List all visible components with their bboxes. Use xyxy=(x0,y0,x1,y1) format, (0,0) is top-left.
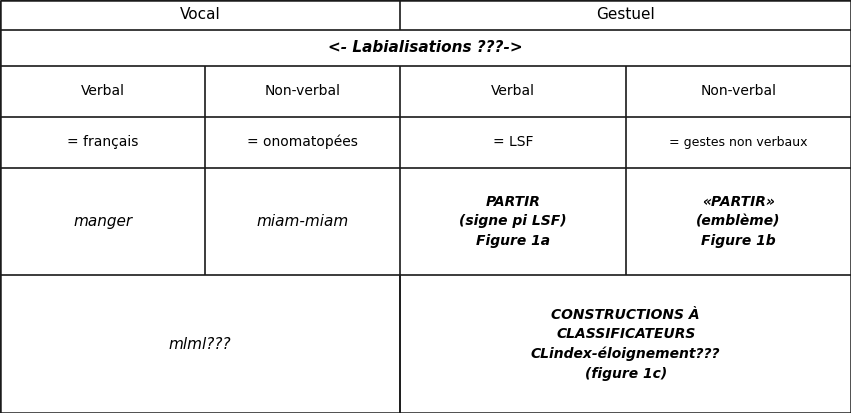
Text: = gestes non verbaux: = gestes non verbaux xyxy=(669,135,808,149)
Text: mlml???: mlml??? xyxy=(169,337,231,352)
Text: Verbal: Verbal xyxy=(491,84,535,98)
Text: Gestuel: Gestuel xyxy=(597,7,655,22)
Text: Non-verbal: Non-verbal xyxy=(265,84,341,98)
Text: Non-verbal: Non-verbal xyxy=(700,84,776,98)
Text: PARTIR
(signe pi LSF)
Figure 1a: PARTIR (signe pi LSF) Figure 1a xyxy=(460,195,567,248)
Text: «PARTIR»
(emblème)
Figure 1b: «PARTIR» (emblème) Figure 1b xyxy=(696,195,780,248)
Text: <- Labialisations ???->: <- Labialisations ???-> xyxy=(328,40,523,55)
Text: Vocal: Vocal xyxy=(180,7,220,22)
Text: CONSTRUCTIONS À
CLASSIFICATEURS
CLindex-éloignement???
(figure 1c): CONSTRUCTIONS À CLASSIFICATEURS CLindex-… xyxy=(531,308,721,381)
Text: = LSF: = LSF xyxy=(493,135,534,149)
Text: = onomatopées: = onomatopées xyxy=(248,135,358,150)
Text: = français: = français xyxy=(67,135,139,149)
Text: manger: manger xyxy=(73,214,132,229)
Text: Verbal: Verbal xyxy=(81,84,124,98)
Text: miam-miam: miam-miam xyxy=(257,214,349,229)
